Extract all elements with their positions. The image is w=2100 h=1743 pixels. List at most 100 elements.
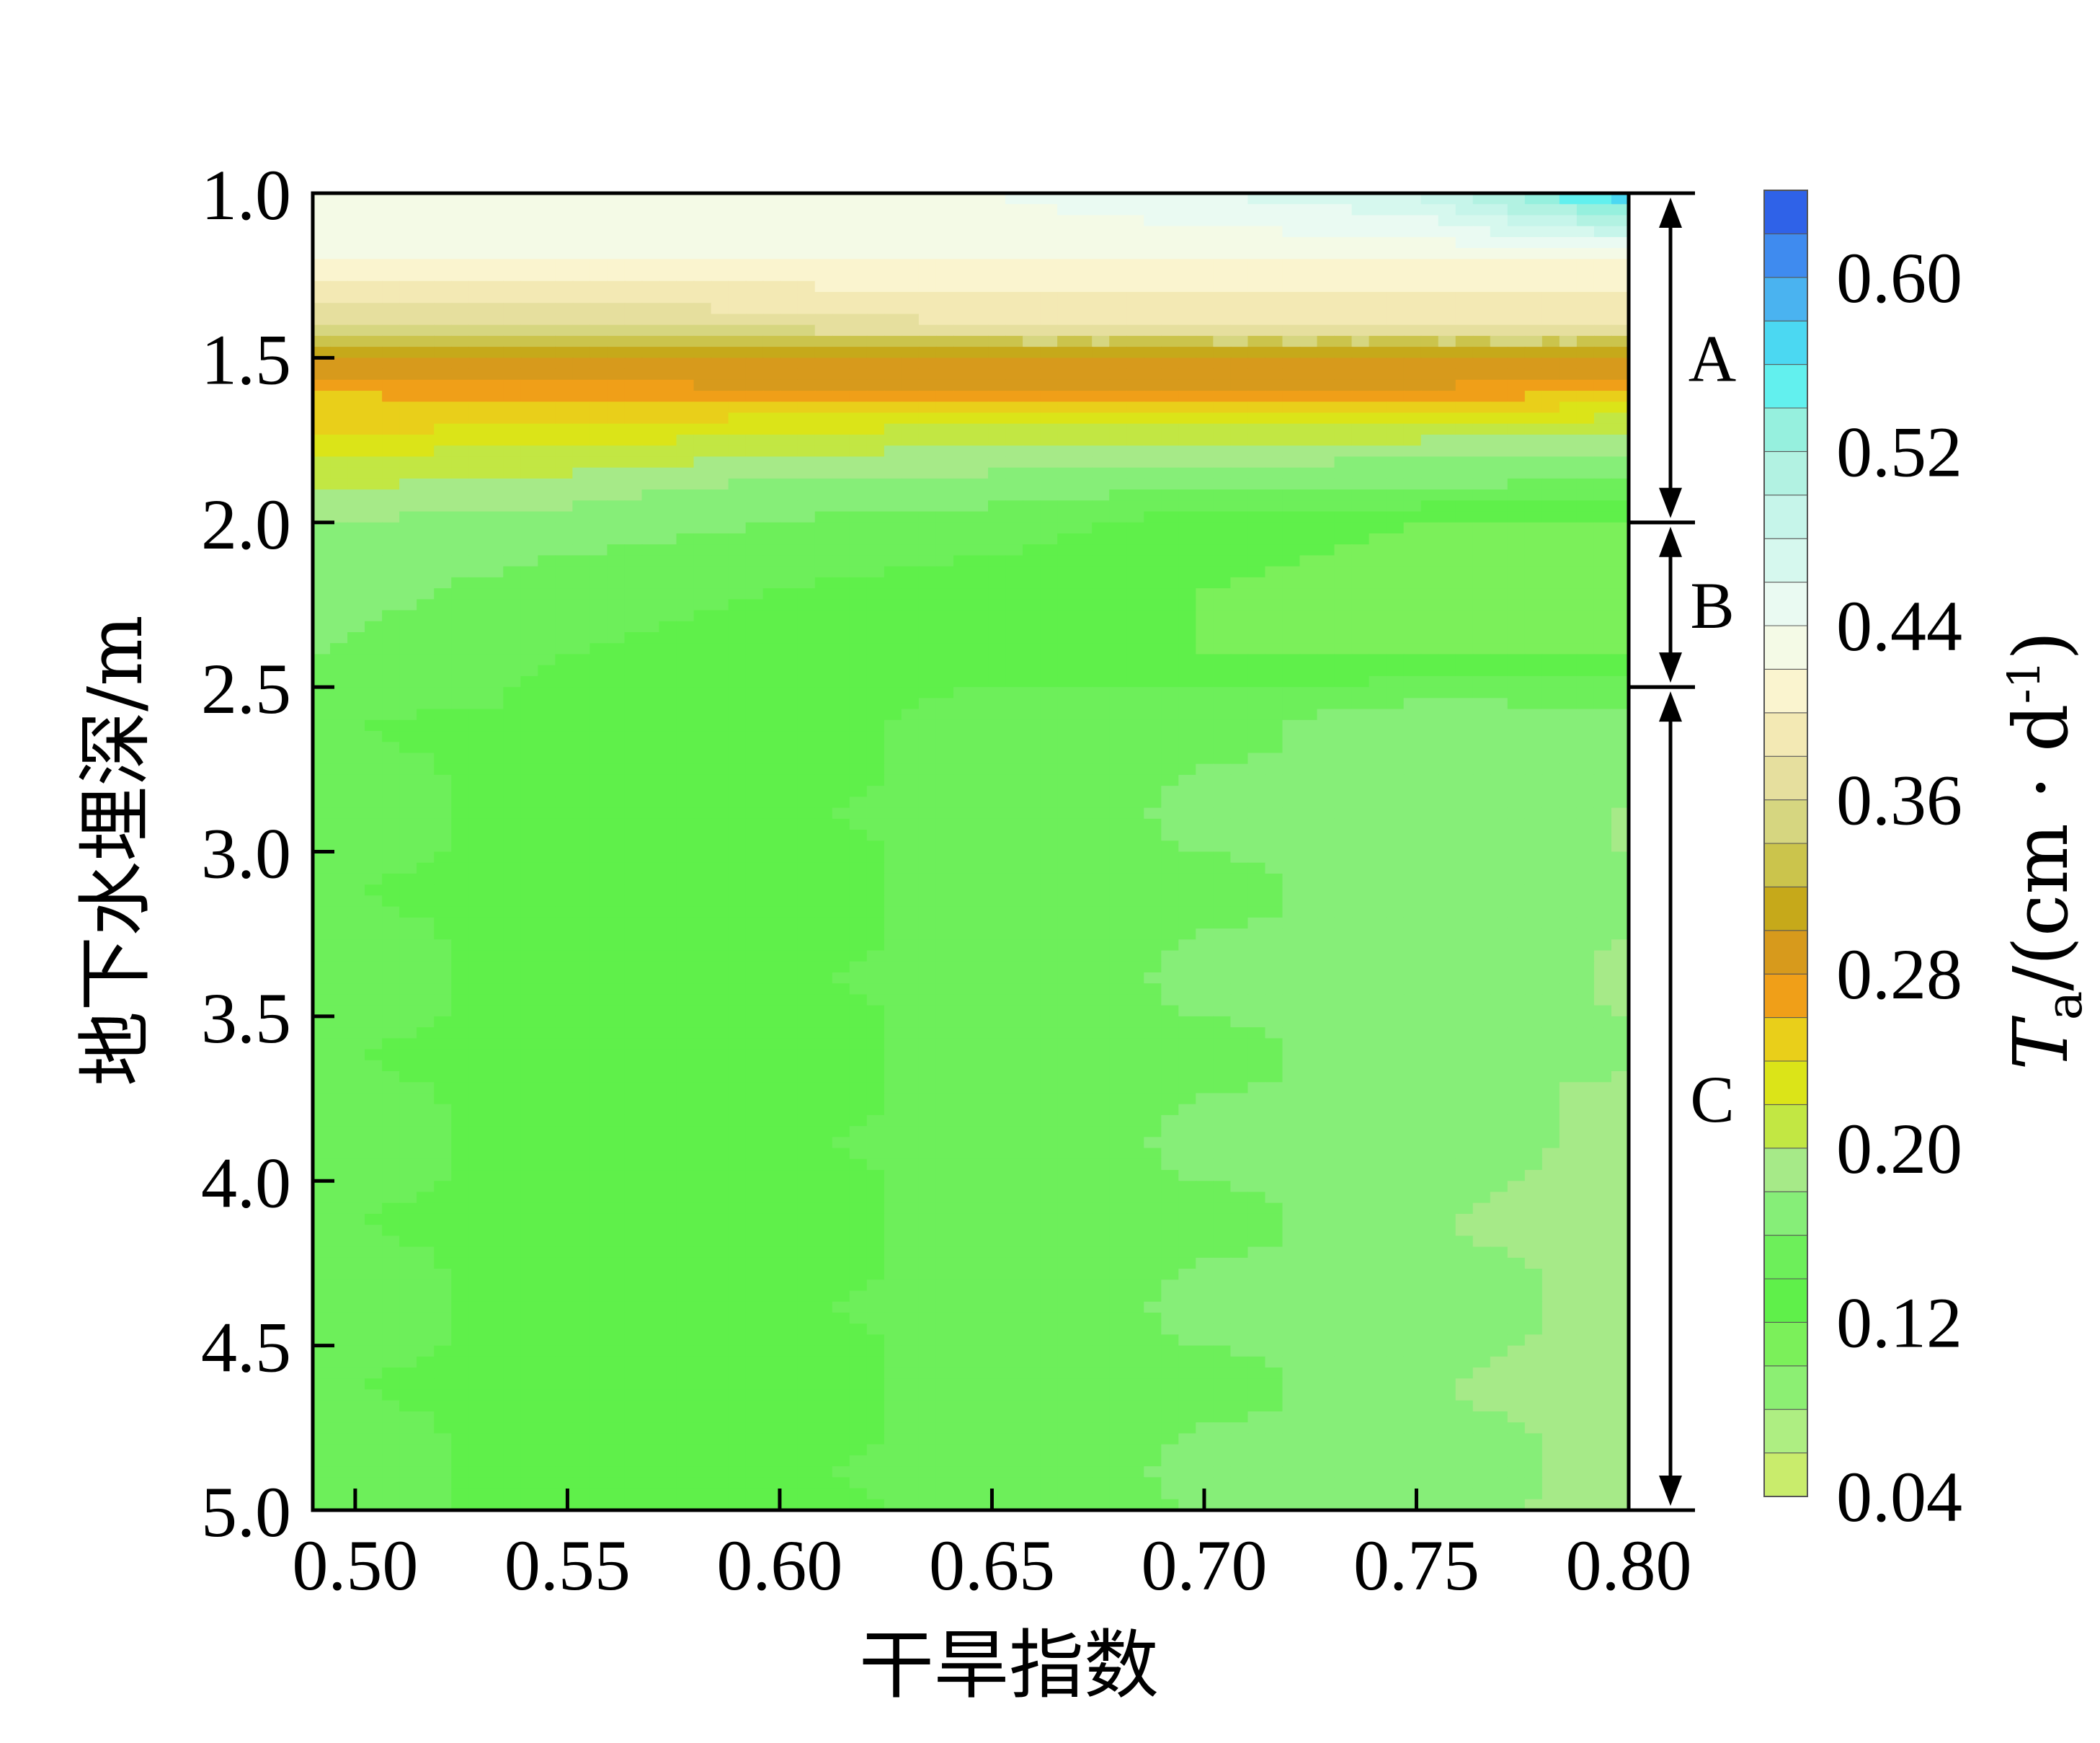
heat-cell	[693, 555, 712, 567]
heat-cell	[1507, 358, 1526, 370]
heat-cell	[1524, 786, 1543, 798]
heat-cell	[1213, 884, 1232, 897]
heat-cell	[1611, 467, 1629, 479]
heat-cell	[1075, 280, 1093, 293]
heat-cell	[935, 763, 954, 776]
heat-cell	[832, 434, 850, 446]
heat-cell	[1541, 786, 1560, 798]
heat-cell	[486, 610, 504, 622]
heat-cell	[313, 698, 331, 710]
heat-cell	[659, 643, 677, 655]
heat-cell	[520, 347, 539, 359]
heat-cell	[641, 226, 660, 238]
heat-cell	[1490, 412, 1508, 425]
heat-cell	[589, 665, 608, 677]
heat-cell	[607, 292, 626, 304]
heat-cell	[520, 577, 539, 589]
heat-cell	[728, 687, 747, 699]
heat-cell	[434, 654, 453, 666]
heat-cell	[1040, 193, 1058, 205]
heat-cell	[1126, 193, 1145, 205]
heat-cell	[1334, 797, 1353, 809]
heat-cell	[1299, 884, 1318, 897]
heat-cell	[693, 577, 712, 589]
heat-cell	[1541, 742, 1560, 754]
heat-cell	[1593, 599, 1612, 611]
heat-cell	[814, 643, 833, 655]
heat-cell	[728, 763, 747, 776]
heat-cell	[780, 632, 798, 644]
heat-cell	[797, 643, 816, 655]
heat-cell	[988, 698, 1006, 710]
heat-cell	[1438, 226, 1456, 238]
heat-cell	[814, 434, 833, 446]
heat-cell	[1455, 731, 1474, 743]
heat-cell	[1213, 226, 1232, 238]
heat-cell	[1611, 610, 1629, 622]
heat-cell	[814, 500, 833, 513]
heat-cell	[1265, 698, 1283, 710]
heat-cell	[365, 193, 383, 205]
heat-cell	[728, 467, 747, 479]
heat-cell	[797, 368, 816, 381]
heat-cell	[762, 665, 781, 677]
heat-cell	[1420, 412, 1439, 425]
heat-cell	[693, 335, 712, 347]
heat-cell	[1420, 610, 1439, 622]
heat-cell	[1386, 610, 1405, 622]
heat-cell	[814, 818, 833, 830]
heat-cell	[1144, 489, 1162, 502]
heat-cell	[365, 303, 383, 315]
heat-cell	[1472, 786, 1491, 798]
heat-cell	[1265, 456, 1283, 469]
heat-cell	[330, 588, 348, 600]
heat-cell	[520, 335, 539, 347]
heat-cell	[417, 324, 435, 337]
heat-cell	[918, 742, 937, 754]
heat-cell	[503, 895, 522, 908]
heat-cell	[1403, 402, 1422, 414]
heat-cell	[1524, 841, 1543, 853]
heat-cell	[1057, 226, 1075, 238]
heat-cell	[866, 906, 885, 918]
heat-cell	[1438, 248, 1456, 260]
heat-cell	[953, 873, 971, 885]
heat-cell	[1230, 774, 1249, 786]
heat-cell	[641, 511, 660, 523]
heat-cell	[780, 884, 798, 897]
heat-cell	[711, 599, 729, 611]
heat-cell	[745, 236, 764, 249]
heat-cell	[1559, 774, 1578, 786]
heat-cell	[1040, 830, 1058, 842]
heat-cell	[434, 292, 453, 304]
heat-cell	[1230, 368, 1249, 381]
heat-cell	[313, 895, 331, 908]
heat-cell	[918, 797, 937, 809]
heat-cell	[347, 292, 365, 304]
heat-cell	[451, 884, 470, 897]
heat-cell	[711, 786, 729, 798]
heat-cell	[486, 324, 504, 337]
heat-cell	[382, 873, 400, 885]
heat-cell	[1144, 555, 1162, 567]
heat-cell	[659, 675, 677, 688]
heat-cell	[555, 358, 574, 370]
heat-cell	[1472, 895, 1491, 908]
heat-cell	[1005, 270, 1023, 282]
heat-cell	[1455, 259, 1474, 271]
heat-cell	[365, 555, 383, 567]
heat-cell	[347, 368, 365, 381]
heat-cell	[503, 533, 522, 545]
heat-cell	[313, 841, 331, 853]
heat-cell	[1576, 402, 1595, 414]
heat-cell	[1196, 544, 1214, 556]
heat-cell	[849, 588, 868, 600]
heat-cell	[935, 818, 954, 830]
heat-cell	[330, 292, 348, 304]
heat-cell	[1092, 314, 1111, 326]
heat-cell	[1178, 412, 1197, 425]
heat-cell	[1213, 314, 1232, 326]
heat-cell	[1005, 379, 1023, 391]
heat-cell	[745, 873, 764, 885]
heat-cell	[486, 434, 504, 446]
